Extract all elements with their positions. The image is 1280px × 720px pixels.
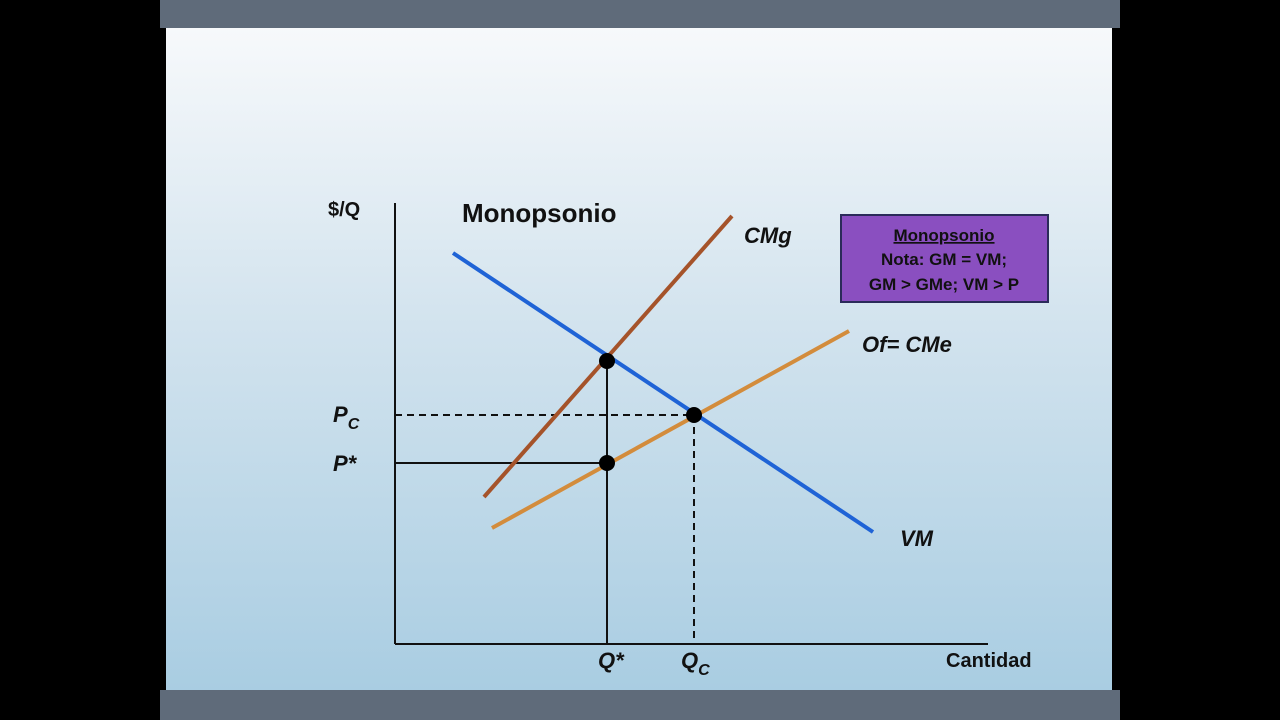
- label-sub: C: [348, 416, 360, 433]
- point: [686, 407, 702, 423]
- note-title: Monopsonio: [893, 226, 994, 245]
- top-bar: [160, 0, 1120, 28]
- note-line: GM > GMe; VM > P: [869, 275, 1019, 294]
- label-main: Q: [681, 648, 698, 673]
- price-label: P*: [333, 451, 358, 476]
- diagram-title: Monopsonio: [462, 198, 617, 228]
- point: [599, 455, 615, 471]
- y-axis-label: $/Q: [328, 199, 360, 221]
- quantity-label: QC: [681, 648, 710, 679]
- label-sub: C: [698, 662, 710, 679]
- curve-label: CMg: [744, 223, 792, 248]
- price-label: PC: [333, 402, 360, 433]
- point: [599, 353, 615, 369]
- bottom-bar: [160, 690, 1120, 720]
- note-box: [840, 214, 1049, 303]
- x-axis-label: Cantidad: [946, 650, 1032, 672]
- curve-label: Of= CMe: [862, 332, 952, 357]
- label-main: P: [333, 402, 348, 427]
- note-line: Nota: GM = VM;: [881, 250, 1007, 269]
- vm-curve: [451, 251, 875, 534]
- supply-curve: [491, 329, 850, 530]
- quantity-label: Q*: [598, 648, 625, 673]
- curve-label: VM: [900, 526, 934, 551]
- slide: [166, 28, 1112, 690]
